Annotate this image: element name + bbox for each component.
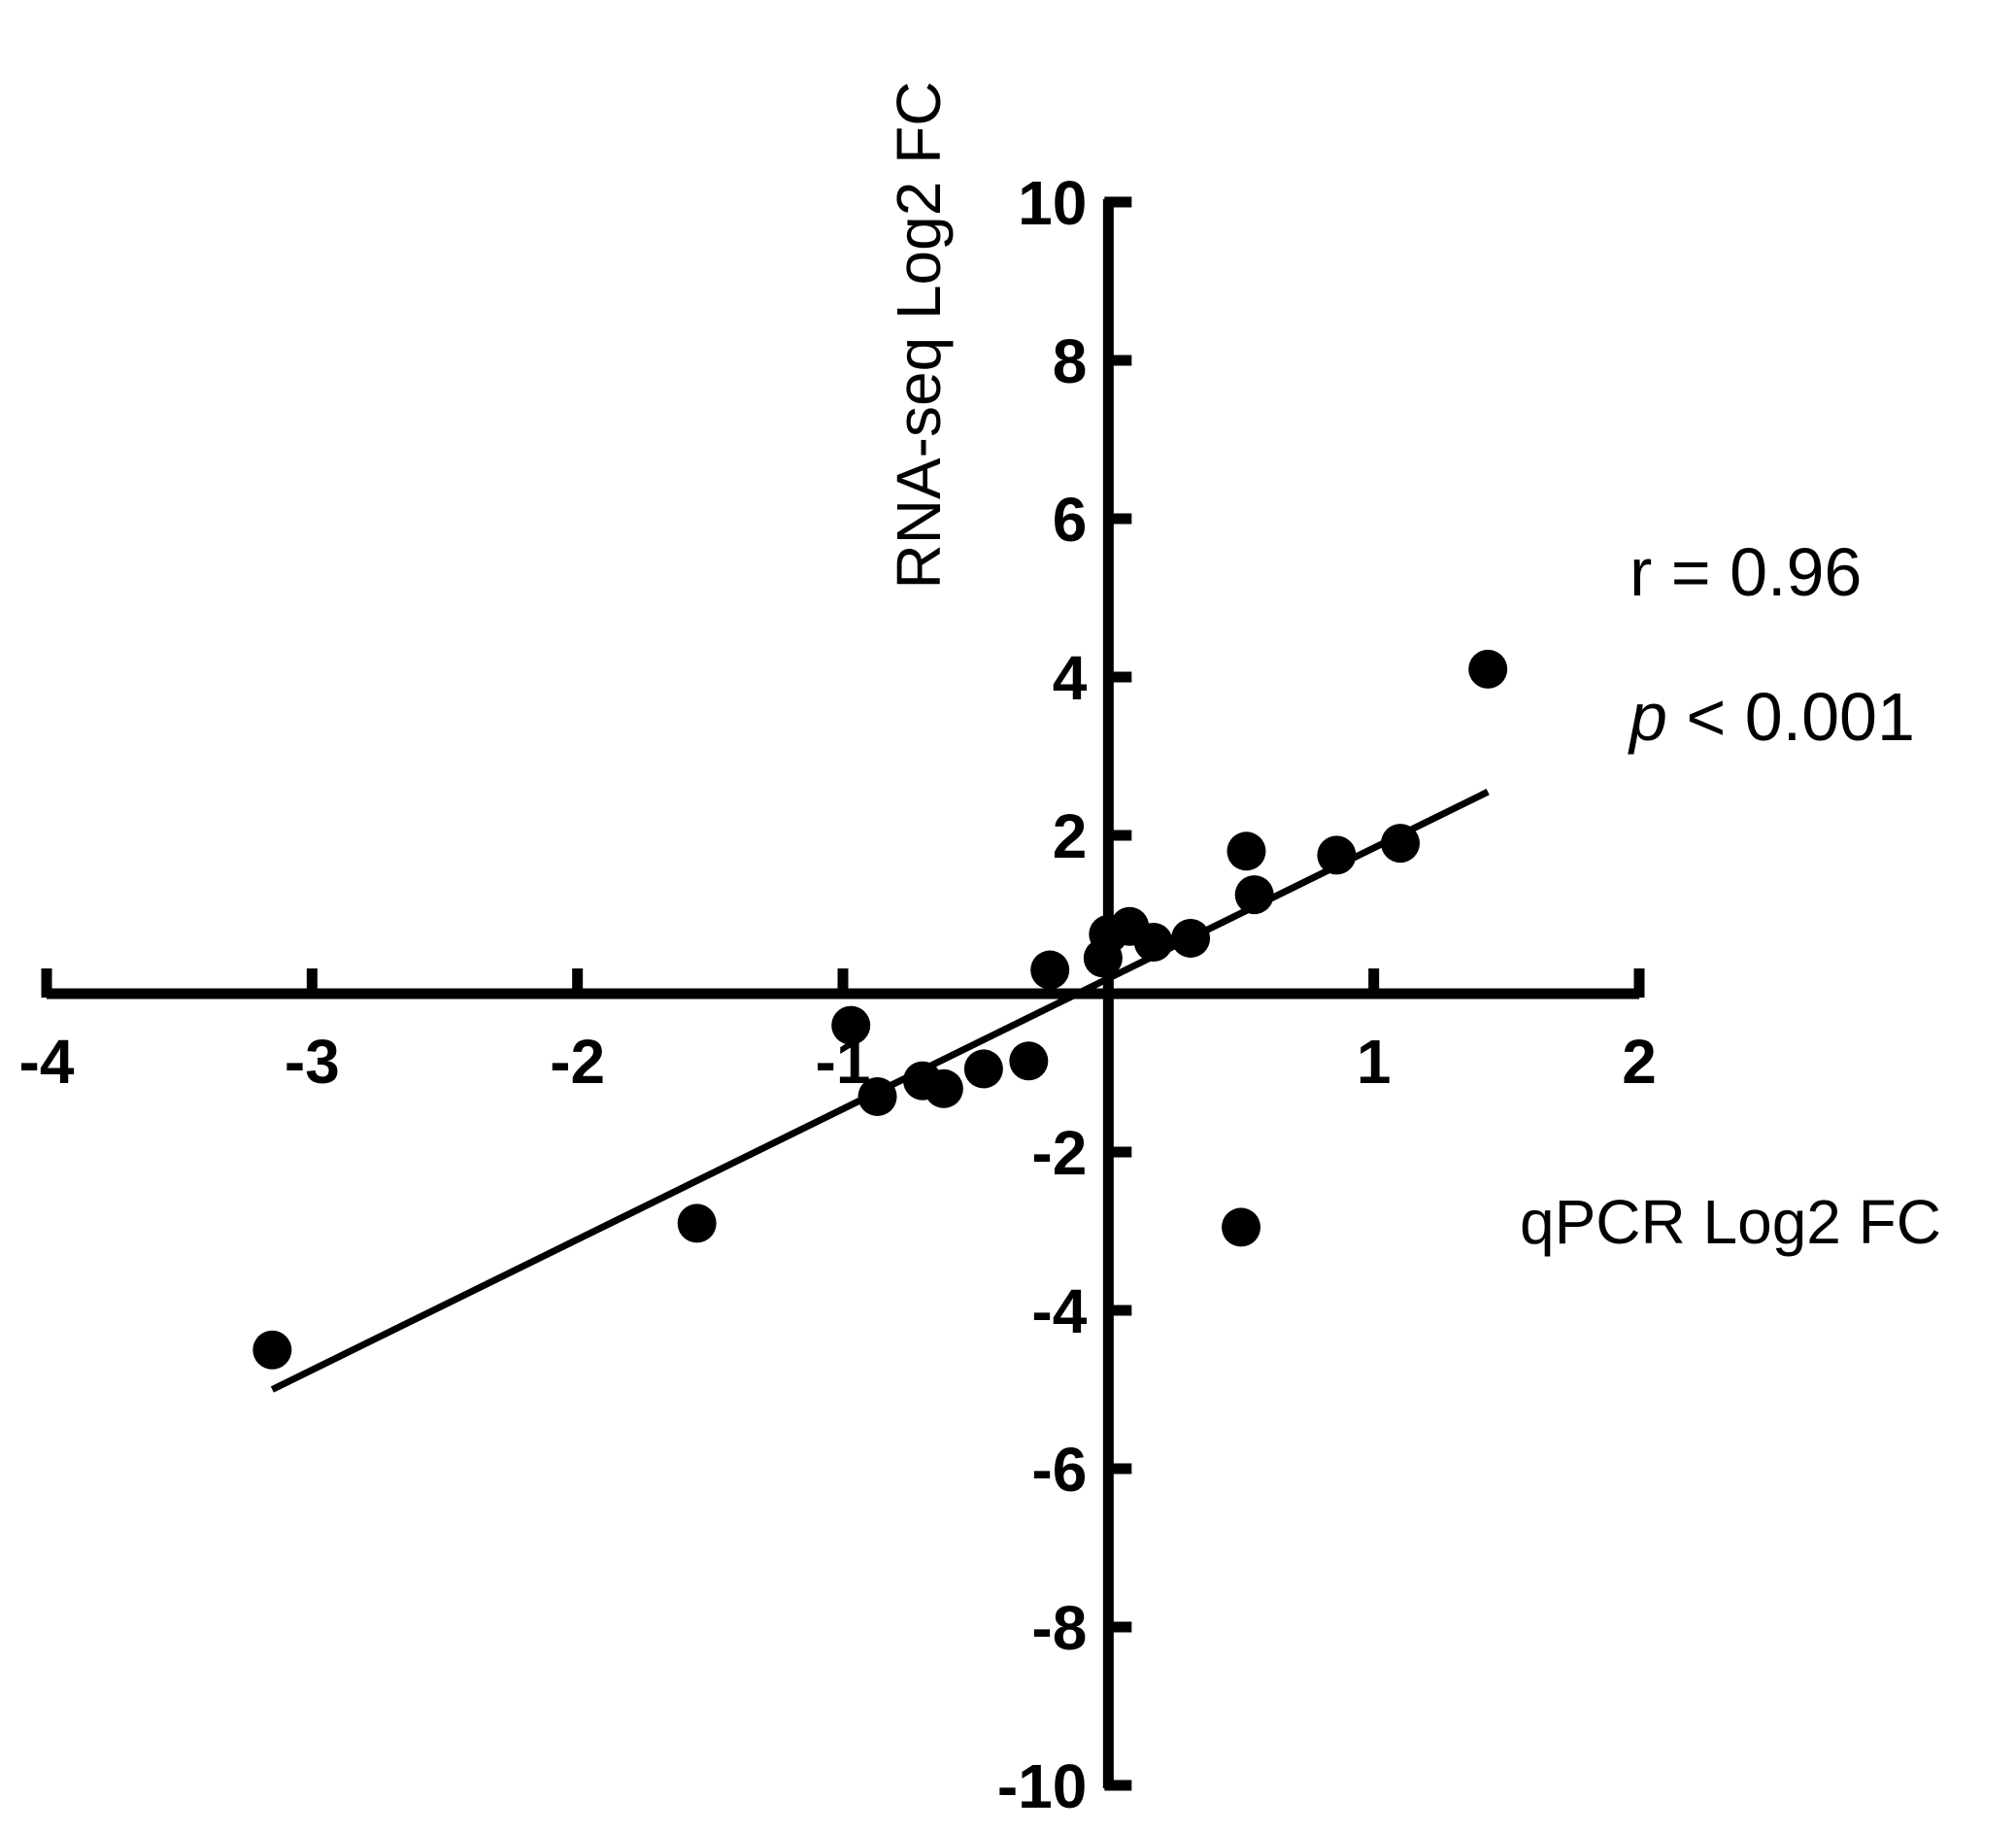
data-point (1381, 824, 1420, 864)
y-tick-label: -10 (997, 1751, 1088, 1821)
p-value-annotation: p < 0.001 (1628, 679, 1915, 755)
y-tick-label: -6 (1031, 1435, 1087, 1505)
y-tick-label: -8 (1031, 1593, 1087, 1663)
x-tick-label: -3 (285, 1027, 340, 1097)
data-point (1234, 875, 1274, 915)
correlation-annotation: r = 0.96 (1630, 534, 1862, 610)
x-axis-title: qPCR Log2 FC (1520, 1187, 1941, 1257)
y-tick-label: 8 (1053, 326, 1088, 396)
y-tick-label: 10 (1018, 168, 1087, 238)
x-tick-label: 2 (1622, 1027, 1657, 1097)
data-point (1171, 918, 1211, 958)
x-tick-label: 1 (1357, 1027, 1392, 1097)
data-point (252, 1330, 292, 1370)
p-value-text: < 0.001 (1667, 679, 1915, 755)
y-axis-title: RNA-seq Log2 FC (884, 82, 954, 590)
data-point (1222, 1207, 1260, 1247)
y-tick-label: 2 (1053, 801, 1088, 871)
axes (41, 196, 1645, 1791)
data-point (677, 1204, 717, 1243)
data-point (831, 1005, 871, 1045)
data-point (1009, 1041, 1049, 1081)
x-tick-label: -4 (19, 1027, 75, 1097)
data-point (1030, 950, 1070, 990)
x-tick-label: -1 (816, 1027, 871, 1097)
y-tick-label: -4 (1031, 1276, 1087, 1346)
data-point (924, 1068, 963, 1108)
data-point (1468, 649, 1508, 689)
x-tick-label: -2 (550, 1027, 605, 1097)
p-symbol: p (1628, 679, 1667, 755)
data-point (1317, 835, 1357, 875)
data-point (857, 1076, 897, 1116)
y-tick-label: 6 (1053, 485, 1088, 555)
data-points (252, 649, 1508, 1370)
data-point (1133, 923, 1173, 963)
y-tick-label: 4 (1053, 643, 1088, 713)
data-point (1226, 831, 1266, 871)
data-point (963, 1049, 1003, 1089)
y-tick-label: -2 (1031, 1118, 1087, 1188)
